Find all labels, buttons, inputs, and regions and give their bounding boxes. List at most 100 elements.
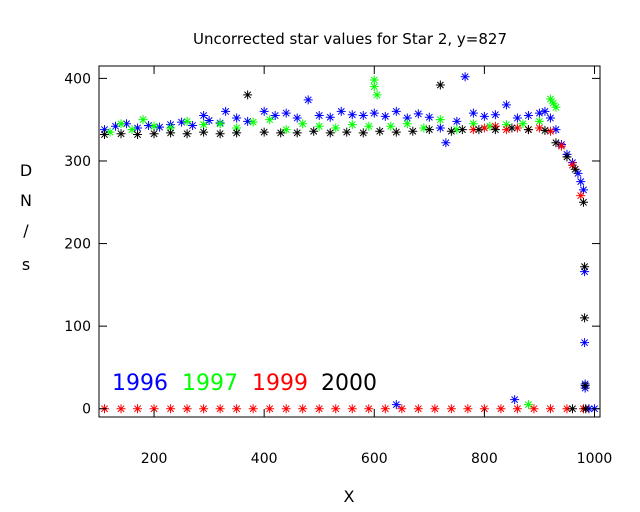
data-point: [188, 120, 198, 130]
data-point: [490, 125, 500, 135]
data-point: [133, 123, 143, 133]
data-point: [551, 138, 561, 148]
data-point: [380, 404, 390, 414]
data-point: [452, 125, 462, 135]
data-point: [199, 120, 209, 130]
data-point: [580, 262, 590, 272]
data-point: [276, 128, 286, 138]
data-point: [441, 138, 451, 148]
data-point: [408, 126, 418, 136]
data-point: [386, 121, 396, 131]
data-point: [581, 404, 591, 414]
data-point: [133, 404, 143, 414]
data-point: [578, 197, 588, 207]
data-point: [281, 108, 291, 118]
data-point: [419, 123, 429, 133]
data-point: [155, 122, 165, 132]
x-tick-label: 1000: [577, 451, 613, 467]
data-point: [215, 119, 225, 129]
legend-entry-1997: 1997: [182, 371, 238, 396]
data-point: [204, 116, 214, 126]
series-1997: [105, 75, 561, 410]
data-point: [347, 404, 357, 414]
x-tick-label: 600: [361, 451, 388, 467]
data-point: [580, 267, 590, 277]
data-point: [369, 108, 379, 118]
data-point: [529, 404, 539, 414]
data-point: [182, 116, 192, 126]
data-point: [182, 404, 192, 414]
data-point: [573, 168, 583, 178]
data-point: [518, 119, 528, 129]
data-point: [298, 404, 308, 414]
data-point: [380, 111, 390, 121]
data-point: [424, 112, 434, 122]
data-point: [576, 191, 586, 201]
data-point: [149, 121, 159, 131]
data-point: [391, 106, 401, 116]
y-axis-label-char-4: s: [22, 255, 30, 274]
data-point: [166, 123, 176, 133]
data-point: [468, 125, 478, 135]
y-tick-label: 300: [64, 154, 91, 170]
data-point: [562, 152, 572, 162]
data-point: [496, 404, 506, 414]
data-point: [391, 400, 401, 410]
data-point: [545, 94, 555, 104]
data-point: [523, 111, 533, 121]
data-point: [501, 120, 511, 130]
data-point: [232, 128, 242, 138]
data-point: [221, 106, 231, 116]
data-point: [474, 125, 484, 135]
data-point: [364, 121, 374, 131]
data-point: [540, 125, 550, 135]
data-point: [243, 90, 253, 100]
data-point: [199, 111, 209, 121]
data-point: [372, 90, 382, 100]
data-point: [182, 129, 192, 139]
data-point: [551, 125, 561, 135]
data-point: [303, 95, 313, 105]
data-point: [402, 119, 412, 129]
data-point: [116, 119, 126, 129]
data-point: [336, 106, 346, 116]
data-point: [468, 108, 478, 118]
data-point: [358, 111, 368, 121]
data-point: [570, 164, 580, 174]
data-point: [281, 404, 291, 414]
legend-entry-2000: 2000: [321, 371, 377, 396]
data-point: [331, 404, 341, 414]
data-point: [397, 404, 407, 414]
series-2000: [100, 80, 591, 414]
data-point: [265, 404, 275, 414]
data-point: [485, 121, 495, 131]
data-point: [347, 110, 357, 120]
data-point: [413, 404, 423, 414]
data-point: [325, 128, 335, 138]
data-point: [116, 129, 126, 139]
data-point: [232, 123, 242, 133]
data-point: [149, 129, 159, 139]
data-point: [510, 395, 520, 405]
data-point: [512, 123, 522, 133]
data-point: [501, 100, 511, 110]
data-point: [435, 80, 445, 90]
data-point: [375, 126, 385, 136]
y-tick-label: 200: [64, 237, 91, 253]
data-point: [248, 404, 258, 414]
data-point: [545, 113, 555, 123]
data-point: [479, 111, 489, 121]
data-point: [298, 119, 308, 129]
data-point: [116, 404, 126, 414]
axes: 200 400 600 800 1000 0 100 200 300 400: [64, 65, 613, 467]
data-point: [540, 106, 550, 116]
data-point: [468, 119, 478, 129]
data-point: [292, 113, 302, 123]
y-tick-label: 0: [82, 402, 91, 418]
x-axis-label: X: [344, 487, 355, 506]
data-point: [548, 98, 558, 108]
data-point: [578, 185, 588, 195]
data-point: [463, 404, 473, 414]
data-point: [490, 110, 500, 120]
